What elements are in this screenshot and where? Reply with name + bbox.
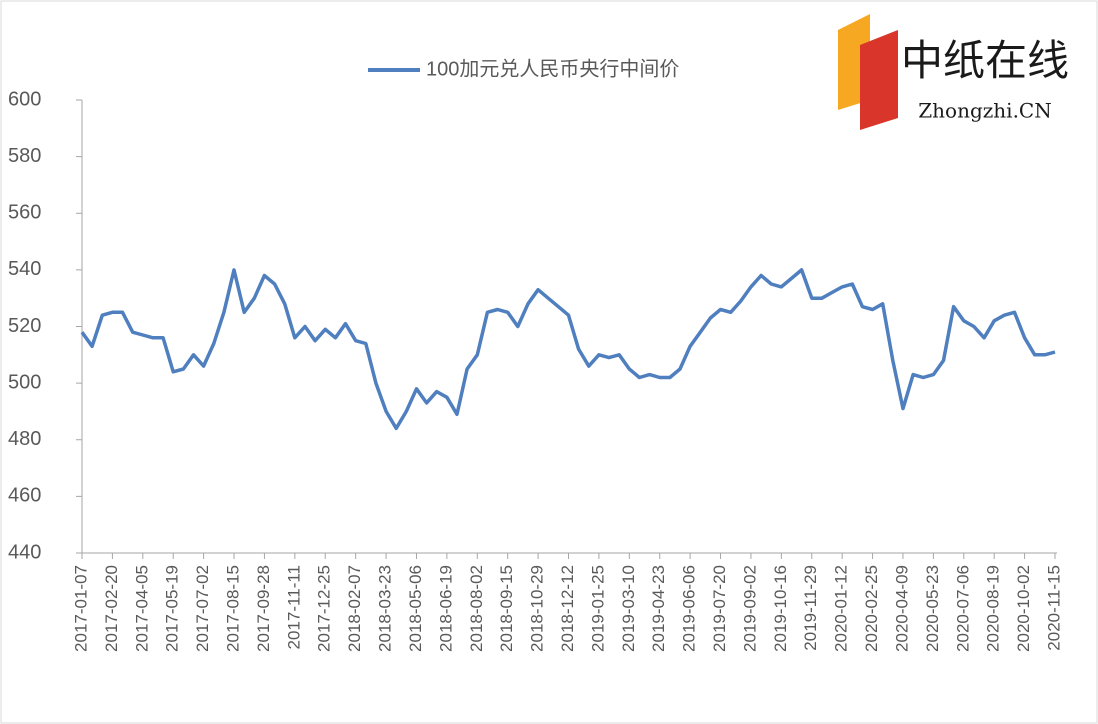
x-tick-label: 2017-01-07	[71, 565, 90, 652]
x-tick-label: 2020-07-06	[953, 565, 972, 652]
x-tick-label: 2018-06-19	[436, 565, 455, 652]
x-tick-label: 2020-02-25	[862, 565, 881, 652]
x-tick-label: 2019-07-20	[710, 565, 729, 652]
x-tick-label: 2019-04-23	[649, 565, 668, 652]
x-tick-label: 2020-08-19	[984, 565, 1003, 652]
x-tick-label: 2020-11-15	[1044, 565, 1063, 651]
y-tick-label: 460	[8, 485, 41, 507]
x-tick-label: 2018-08-02	[467, 565, 486, 652]
x-tick-label: 2020-10-02	[1014, 565, 1033, 652]
x-tick-label: 2019-09-02	[740, 565, 759, 652]
logo-title: 中纸在线	[901, 36, 1069, 85]
legend-label: 100加元兑人民币央行中间价	[426, 57, 679, 80]
x-tick-label: 2018-10-29	[528, 565, 547, 652]
x-tick-label: 2020-05-23	[923, 565, 942, 652]
x-tick-label: 2017-02-20	[102, 565, 121, 652]
y-tick-label: 600	[8, 88, 41, 110]
x-tick-label: 2018-12-12	[558, 565, 577, 652]
logo-shape	[860, 30, 898, 130]
y-tick-label: 580	[8, 145, 41, 167]
x-tick-label: 2019-10-16	[771, 565, 790, 652]
x-tick-label: 2017-08-15	[224, 565, 243, 652]
x-tick-label: 2017-09-28	[254, 565, 273, 652]
x-tick-label: 2017-07-02	[193, 565, 212, 652]
x-tick-label: 2020-04-09	[892, 565, 911, 652]
x-tick-label: 2019-06-06	[680, 565, 699, 652]
x-tick-label: 2020-01-12	[832, 565, 851, 652]
x-tick-label: 2017-12-25	[315, 565, 334, 652]
logo-subtitle: Zhongzhi.CN	[918, 99, 1051, 123]
series-line	[80, 268, 1056, 431]
x-tick-label: 2017-04-05	[132, 565, 151, 652]
x-tick-label: 2017-11-11	[284, 565, 303, 649]
y-tick-label: 480	[8, 428, 41, 450]
x-tick-label: 2018-03-23	[376, 565, 395, 652]
x-tick-label: 2019-01-25	[588, 565, 607, 652]
x-tick-label: 2018-09-15	[497, 565, 516, 652]
y-tick-label: 540	[8, 258, 41, 280]
x-tick-label: 2018-02-07	[345, 565, 364, 652]
x-tick-label: 2019-11-29	[801, 565, 820, 651]
logo: 中纸在线 Zhongzhi.CN	[838, 14, 1069, 130]
y-tick-label: 560	[8, 202, 41, 224]
x-tick-label: 2018-05-06	[406, 565, 425, 652]
x-tick-label: 2017-05-19	[163, 565, 182, 652]
x-tick-label: 2019-03-10	[619, 565, 638, 652]
y-tick-label: 440	[8, 541, 41, 563]
y-tick-label: 500	[8, 371, 41, 393]
y-tick-label: 520	[8, 315, 41, 337]
